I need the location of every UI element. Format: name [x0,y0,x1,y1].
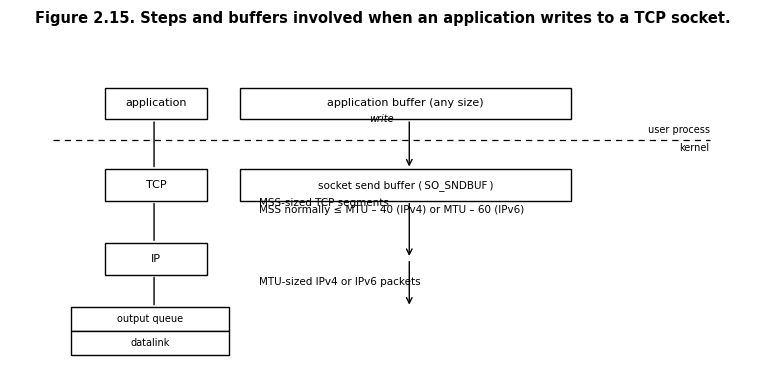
Text: MSS-sized TCP segments: MSS-sized TCP segments [259,198,389,208]
Bar [105,243,207,274]
Bar [71,331,229,354]
Text: output queue: output queue [117,314,183,324]
Text: user process: user process [647,125,709,135]
Text: write: write [370,114,394,124]
Bar [241,88,571,119]
Text: IP: IP [151,254,161,264]
Bar [71,307,229,331]
Text: MSS normally ≤ MTU – 40 (IPv4) or MTU – 60 (IPv6): MSS normally ≤ MTU – 40 (IPv4) or MTU – … [259,205,525,215]
Text: kernel: kernel [679,143,709,153]
Text: MTU-sized IPv4 or IPv6 packets: MTU-sized IPv4 or IPv6 packets [259,277,421,287]
Bar [105,88,207,119]
Text: TCP: TCP [146,180,166,190]
Text: Figure 2.15. Steps and buffers involved when an application writes to a TCP sock: Figure 2.15. Steps and buffers involved … [35,11,731,26]
Text: datalink: datalink [130,338,170,348]
Text: application: application [125,99,187,108]
Bar [105,169,207,201]
Bar [241,169,571,201]
Text: application buffer (any size): application buffer (any size) [327,99,484,108]
Text: socket send buffer ( SO_SNDBUF ): socket send buffer ( SO_SNDBUF ) [318,180,493,191]
